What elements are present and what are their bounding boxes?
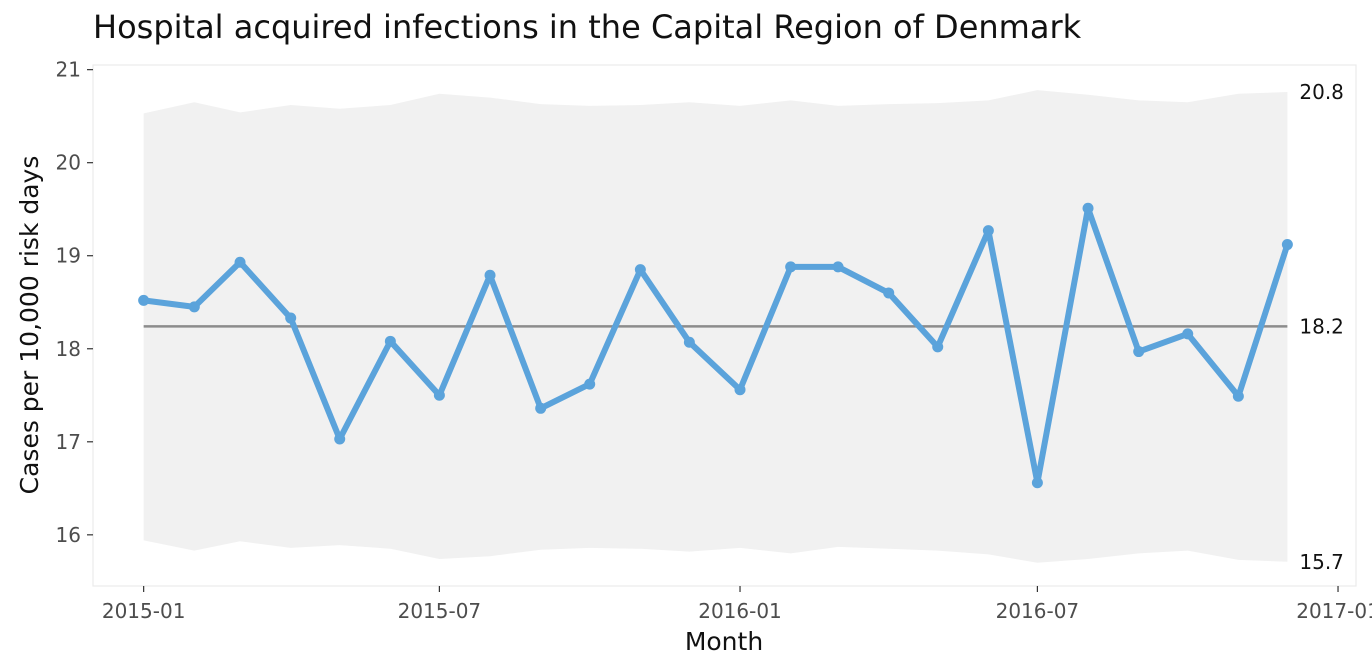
data-point — [832, 261, 844, 273]
data-point — [883, 287, 895, 299]
y-tick-label: 18 — [56, 337, 81, 361]
x-tick-label: 2015-01 — [102, 599, 186, 623]
data-point — [1133, 346, 1145, 358]
data-point — [484, 269, 496, 281]
chart-title: Hospital acquired infections in the Capi… — [93, 8, 1082, 46]
data-point — [785, 261, 797, 273]
series-line — [140, 205, 1291, 486]
data-point — [188, 301, 200, 313]
data-point — [932, 341, 944, 353]
x-tick-label: 2017-01 — [1296, 599, 1372, 623]
x-tick-label: 2016-01 — [698, 599, 782, 623]
data-point — [1182, 328, 1194, 340]
data-point — [285, 312, 297, 324]
center-line-label: 18.2 — [1299, 314, 1344, 338]
data-point — [1082, 202, 1094, 214]
data-point — [982, 225, 994, 237]
lower-limit-label: 15.7 — [1299, 550, 1344, 574]
x-tick-label: 2015-07 — [398, 599, 482, 623]
x-tick-label: 2016-07 — [996, 599, 1080, 623]
y-tick-label: 21 — [56, 58, 81, 82]
y-tick-label: 17 — [56, 430, 81, 454]
y-tick-label: 16 — [56, 523, 81, 547]
data-point — [584, 378, 596, 390]
data-point — [535, 402, 547, 414]
data-point — [433, 389, 445, 401]
y-axis-title: Cases per 10,000 risk days — [15, 156, 44, 495]
y-tick-label: 20 — [56, 151, 81, 175]
panel-border — [92, 64, 1357, 587]
data-point — [683, 336, 695, 348]
upper-limit-label: 20.8 — [1299, 80, 1344, 104]
x-axis-title: Month — [685, 627, 763, 656]
data-point — [1281, 239, 1293, 251]
data-point — [1232, 390, 1244, 402]
data-point — [234, 256, 246, 268]
data-point — [634, 264, 646, 276]
data-point — [734, 384, 746, 396]
data-point — [384, 335, 396, 347]
data-point — [334, 433, 346, 445]
data-point — [138, 294, 150, 306]
data-point — [1031, 477, 1043, 489]
y-tick-label: 19 — [56, 244, 81, 268]
